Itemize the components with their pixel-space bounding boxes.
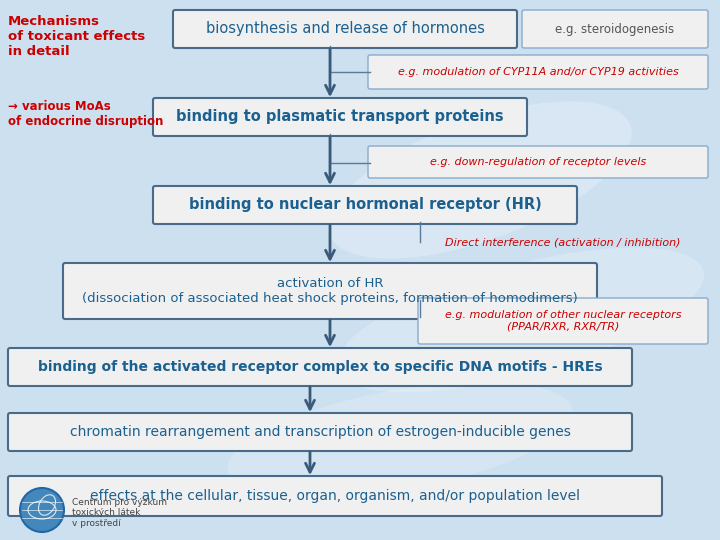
Text: e.g. down-regulation of receptor levels: e.g. down-regulation of receptor levels [430, 157, 646, 167]
Text: chromatin rearrangement and transcription of estrogen-inducible genes: chromatin rearrangement and transcriptio… [70, 425, 570, 439]
Text: binding to nuclear hormonal receptor (HR): binding to nuclear hormonal receptor (HR… [189, 198, 541, 213]
Ellipse shape [328, 102, 631, 259]
Text: Mechanisms
of toxicant effects
in detail: Mechanisms of toxicant effects in detail [8, 15, 145, 58]
FancyBboxPatch shape [153, 98, 527, 136]
Text: Centrum pro výzkum
toxických látek
v prostředí: Centrum pro výzkum toxických látek v pro… [72, 498, 167, 528]
Circle shape [20, 488, 64, 532]
Text: → various MoAs
of endocrine disruption: → various MoAs of endocrine disruption [8, 100, 163, 128]
Text: effects at the cellular, tissue, organ, organism, and/or population level: effects at the cellular, tissue, organ, … [90, 489, 580, 503]
FancyBboxPatch shape [8, 348, 632, 386]
Text: activation of HR
(dissociation of associated heat shock proteins, formation of h: activation of HR (dissociation of associ… [82, 277, 578, 305]
Ellipse shape [228, 382, 572, 498]
FancyBboxPatch shape [63, 263, 597, 319]
Text: e.g. modulation of other nuclear receptors
(PPAR/RXR, RXR/TR): e.g. modulation of other nuclear recepto… [445, 310, 681, 332]
FancyBboxPatch shape [368, 146, 708, 178]
FancyBboxPatch shape [418, 298, 708, 344]
Text: e.g. steroidogenesis: e.g. steroidogenesis [555, 23, 675, 36]
Text: binding to plasmatic transport proteins: binding to plasmatic transport proteins [176, 110, 504, 125]
Text: e.g. modulation of CYP11A and/or CYP19 activities: e.g. modulation of CYP11A and/or CYP19 a… [397, 67, 678, 77]
Ellipse shape [336, 248, 704, 393]
Text: biosynthesis and release of hormones: biosynthesis and release of hormones [206, 22, 485, 37]
Text: Direct interference (activation / inhibition): Direct interference (activation / inhibi… [445, 238, 680, 247]
Text: binding of the activated receptor complex to specific DNA motifs - HREs: binding of the activated receptor comple… [37, 360, 603, 374]
FancyBboxPatch shape [522, 10, 708, 48]
FancyBboxPatch shape [368, 55, 708, 89]
FancyBboxPatch shape [173, 10, 517, 48]
FancyBboxPatch shape [8, 476, 662, 516]
FancyBboxPatch shape [8, 413, 632, 451]
FancyBboxPatch shape [153, 186, 577, 224]
